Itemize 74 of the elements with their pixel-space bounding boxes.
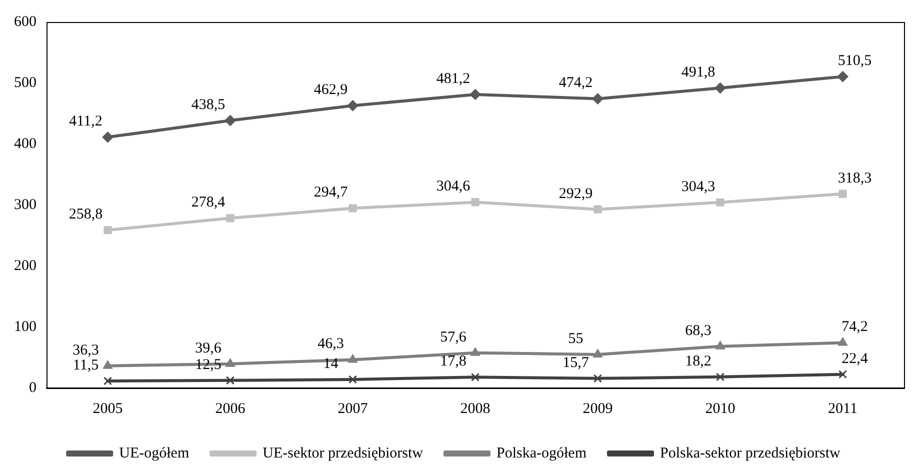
legend-label: Polska-ogółem [496, 445, 587, 462]
point [838, 370, 848, 379]
data-label: 14 [323, 356, 339, 372]
point [102, 360, 113, 369]
data-label: 15,7 [562, 354, 590, 371]
data-label: 292,9 [558, 186, 593, 202]
point [716, 198, 724, 206]
data-label: 57,6 [440, 329, 467, 346]
point [714, 82, 726, 94]
x-tick-label: 2011 [828, 400, 858, 417]
y-tick-label: 100 [14, 318, 36, 335]
data-label: 258,8 [68, 206, 103, 223]
point [224, 115, 236, 126]
point [470, 347, 480, 356]
data-label: 17,8 [440, 354, 466, 370]
legend-label: Polska-sektor przedsiębiorstw [660, 445, 841, 462]
data-label: 22,4 [842, 350, 868, 367]
data-label: 318,3 [838, 170, 872, 186]
data-label: 491,8 [681, 64, 716, 80]
data-label: 18,2 [685, 353, 712, 370]
x-tick-label: 2009 [582, 400, 613, 417]
point [716, 372, 725, 382]
point [837, 71, 848, 82]
data-label: 462,9 [314, 82, 348, 98]
data-label: 304,3 [681, 178, 716, 195]
point [226, 214, 234, 222]
y-tick-label: 300 [14, 196, 36, 213]
point [103, 376, 112, 386]
data-label: 12,5 [195, 356, 222, 373]
point [348, 375, 358, 384]
data-label: 74,2 [842, 319, 868, 336]
data-label: 55 [568, 330, 584, 347]
data-label: 36,3 [72, 342, 99, 358]
data-label: 411,2 [69, 114, 102, 130]
y-tick-label: 600 [14, 14, 36, 30]
y-tick-label: 400 [14, 136, 36, 152]
x-tick-label: 2008 [460, 400, 490, 417]
point [471, 198, 480, 206]
point [838, 190, 847, 198]
point [838, 337, 848, 346]
data-label: 474,2 [558, 75, 593, 92]
point [347, 100, 358, 112]
point [715, 340, 726, 350]
point [470, 88, 481, 100]
point [104, 226, 112, 234]
point [348, 354, 358, 363]
point [225, 358, 236, 367]
point [102, 132, 114, 143]
data-label: 510,5 [838, 53, 872, 70]
data-label: 11,5 [72, 357, 99, 374]
y-tick-label: 500 [14, 74, 36, 91]
point [470, 372, 480, 382]
point [592, 348, 603, 358]
point [594, 205, 602, 214]
y-tick-label: 0 [29, 380, 36, 396]
data-label: 481,2 [436, 70, 470, 87]
point [592, 93, 604, 104]
x-tick-label: 2006 [215, 400, 246, 417]
data-label: 438,5 [191, 96, 226, 113]
y-tick-label: 200 [14, 258, 36, 274]
legend-label: UE-sektor przedsiębiorstw [262, 445, 424, 462]
point [348, 204, 357, 212]
legend-label: UE-ogółem [119, 445, 190, 462]
x-tick-label: 2007 [338, 400, 368, 417]
data-label: 39,6 [195, 340, 222, 356]
data-label: 278,4 [191, 194, 226, 211]
point [593, 374, 602, 383]
x-tick-label: 2010 [705, 400, 736, 417]
data-label: 68,3 [685, 322, 712, 339]
x-tick-label: 2005 [92, 400, 123, 417]
data-label: 46,3 [318, 336, 344, 352]
point [226, 376, 235, 385]
data-label: 304,6 [436, 178, 471, 195]
data-label: 294,7 [314, 184, 348, 201]
